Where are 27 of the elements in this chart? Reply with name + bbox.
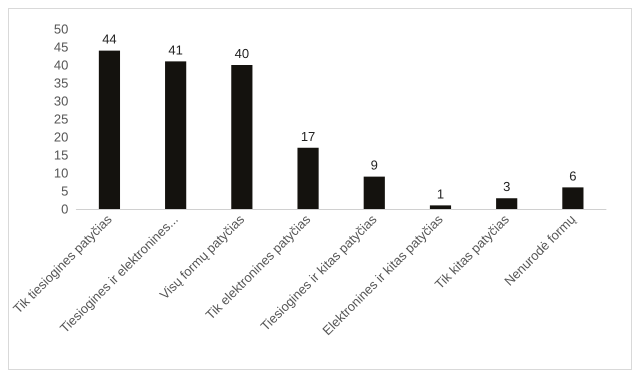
bar [364, 176, 385, 209]
y-tick-label: 15 [54, 148, 68, 162]
bar [98, 50, 120, 209]
y-tick-label: 40 [54, 58, 68, 72]
bar [430, 205, 452, 209]
data-label: 44 [102, 32, 117, 47]
bar [165, 61, 186, 209]
bar [562, 187, 584, 209]
y-tick-label: 0 [61, 202, 68, 216]
bar [496, 198, 518, 209]
y-tick-label: 35 [54, 76, 68, 90]
bar [297, 148, 319, 209]
data-label: 1 [436, 186, 444, 202]
y-tick-label: 20 [54, 130, 68, 144]
y-tick-label: 45 [54, 40, 68, 54]
data-label: 3 [503, 179, 510, 194]
y-tick-label: 25 [54, 112, 68, 126]
y-tick-label: 30 [54, 94, 68, 108]
bar [231, 65, 252, 209]
data-label: 41 [168, 42, 183, 58]
y-tick-label: 10 [54, 166, 68, 180]
data-label: 6 [569, 168, 577, 184]
data-label: 9 [370, 158, 378, 173]
y-tick-label: 5 [61, 184, 68, 198]
data-label: 17 [300, 128, 316, 144]
y-tick-label: 50 [54, 22, 68, 36]
data-label: 40 [234, 46, 250, 61]
